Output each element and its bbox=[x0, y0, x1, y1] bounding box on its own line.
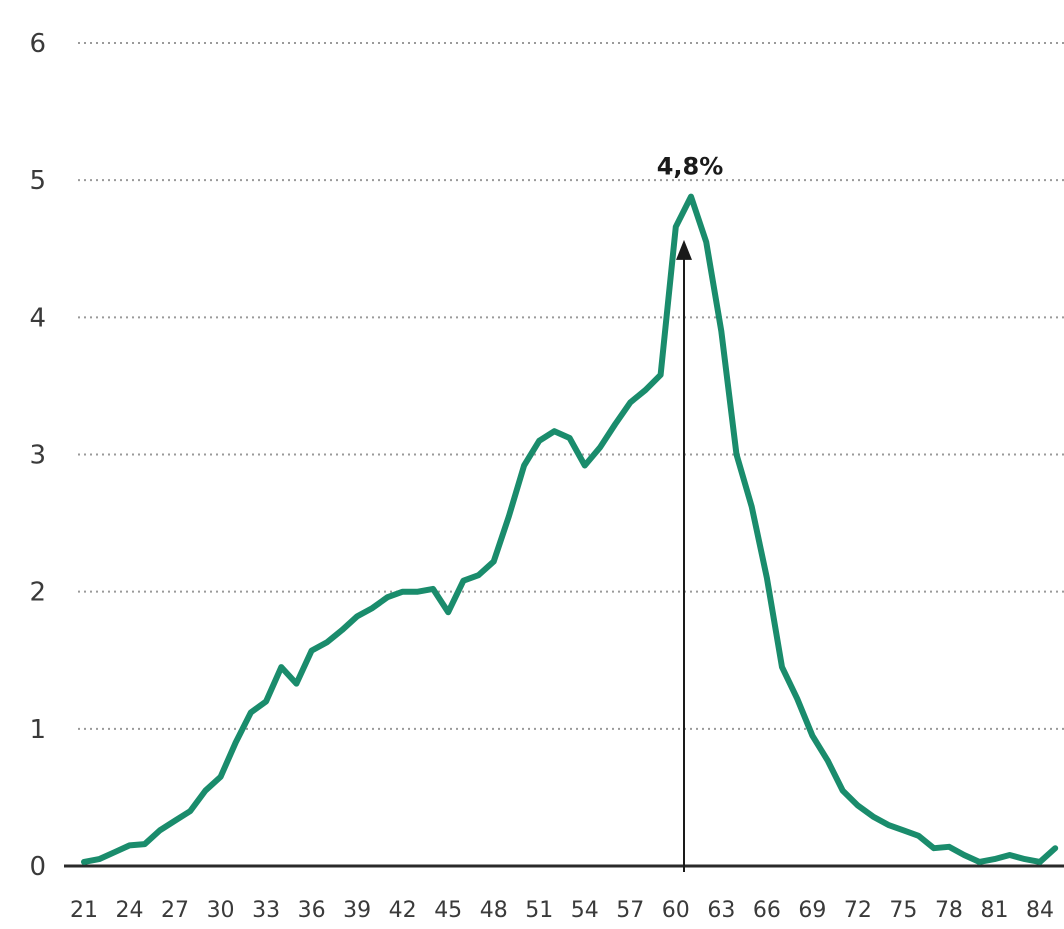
x-tick-label: 24 bbox=[116, 898, 144, 923]
x-tick-label: 84 bbox=[1026, 898, 1054, 923]
gridlines bbox=[78, 42, 1064, 730]
x-tick-label: 63 bbox=[707, 898, 735, 923]
series-line bbox=[81, 193, 1059, 865]
y-tick-label: 5 bbox=[29, 166, 46, 196]
y-tick-label: 6 bbox=[29, 29, 46, 59]
x-tick-label: 72 bbox=[844, 898, 872, 923]
x-tick-label: 60 bbox=[662, 898, 690, 923]
y-tick-label: 2 bbox=[29, 578, 46, 608]
y-tick-label: 4 bbox=[29, 303, 46, 333]
x-tick-label: 45 bbox=[434, 898, 462, 923]
x-tick-label: 54 bbox=[571, 898, 599, 923]
peak-annotation: 4,8% bbox=[657, 153, 724, 872]
x-tick-label: 75 bbox=[889, 898, 917, 923]
x-tick-label: 27 bbox=[161, 898, 189, 923]
x-tick-label: 66 bbox=[753, 898, 781, 923]
x-tick-label: 57 bbox=[616, 898, 644, 923]
peak-value-label: 4,8% bbox=[657, 153, 724, 181]
y-tick-label: 0 bbox=[29, 852, 46, 882]
x-tick-label: 81 bbox=[980, 898, 1008, 923]
x-tick-label: 36 bbox=[298, 898, 326, 923]
peak-arrow-head bbox=[676, 239, 692, 260]
x-tick-label: 39 bbox=[343, 898, 371, 923]
x-axis-tick-labels: 21 24 27 30 33 36 39 42 45 48 51 54 57 60 63 66 69 72 75 78… bbox=[70, 898, 1054, 923]
x-tick-label: 51 bbox=[525, 898, 553, 923]
y-tick-label: 3 bbox=[29, 441, 46, 471]
y-tick-label: 1 bbox=[29, 715, 46, 745]
x-tick-label: 42 bbox=[389, 898, 417, 923]
x-tick-label: 30 bbox=[207, 898, 235, 923]
x-tick-label: 69 bbox=[798, 898, 826, 923]
x-tick-label: 48 bbox=[480, 898, 508, 923]
y-axis-tick-labels: 0 1 2 3 4 5 6 bbox=[29, 29, 46, 882]
x-tick-label: 21 bbox=[70, 898, 98, 923]
x-tick-label: 78 bbox=[935, 898, 963, 923]
x-tick-label: 33 bbox=[252, 898, 280, 923]
